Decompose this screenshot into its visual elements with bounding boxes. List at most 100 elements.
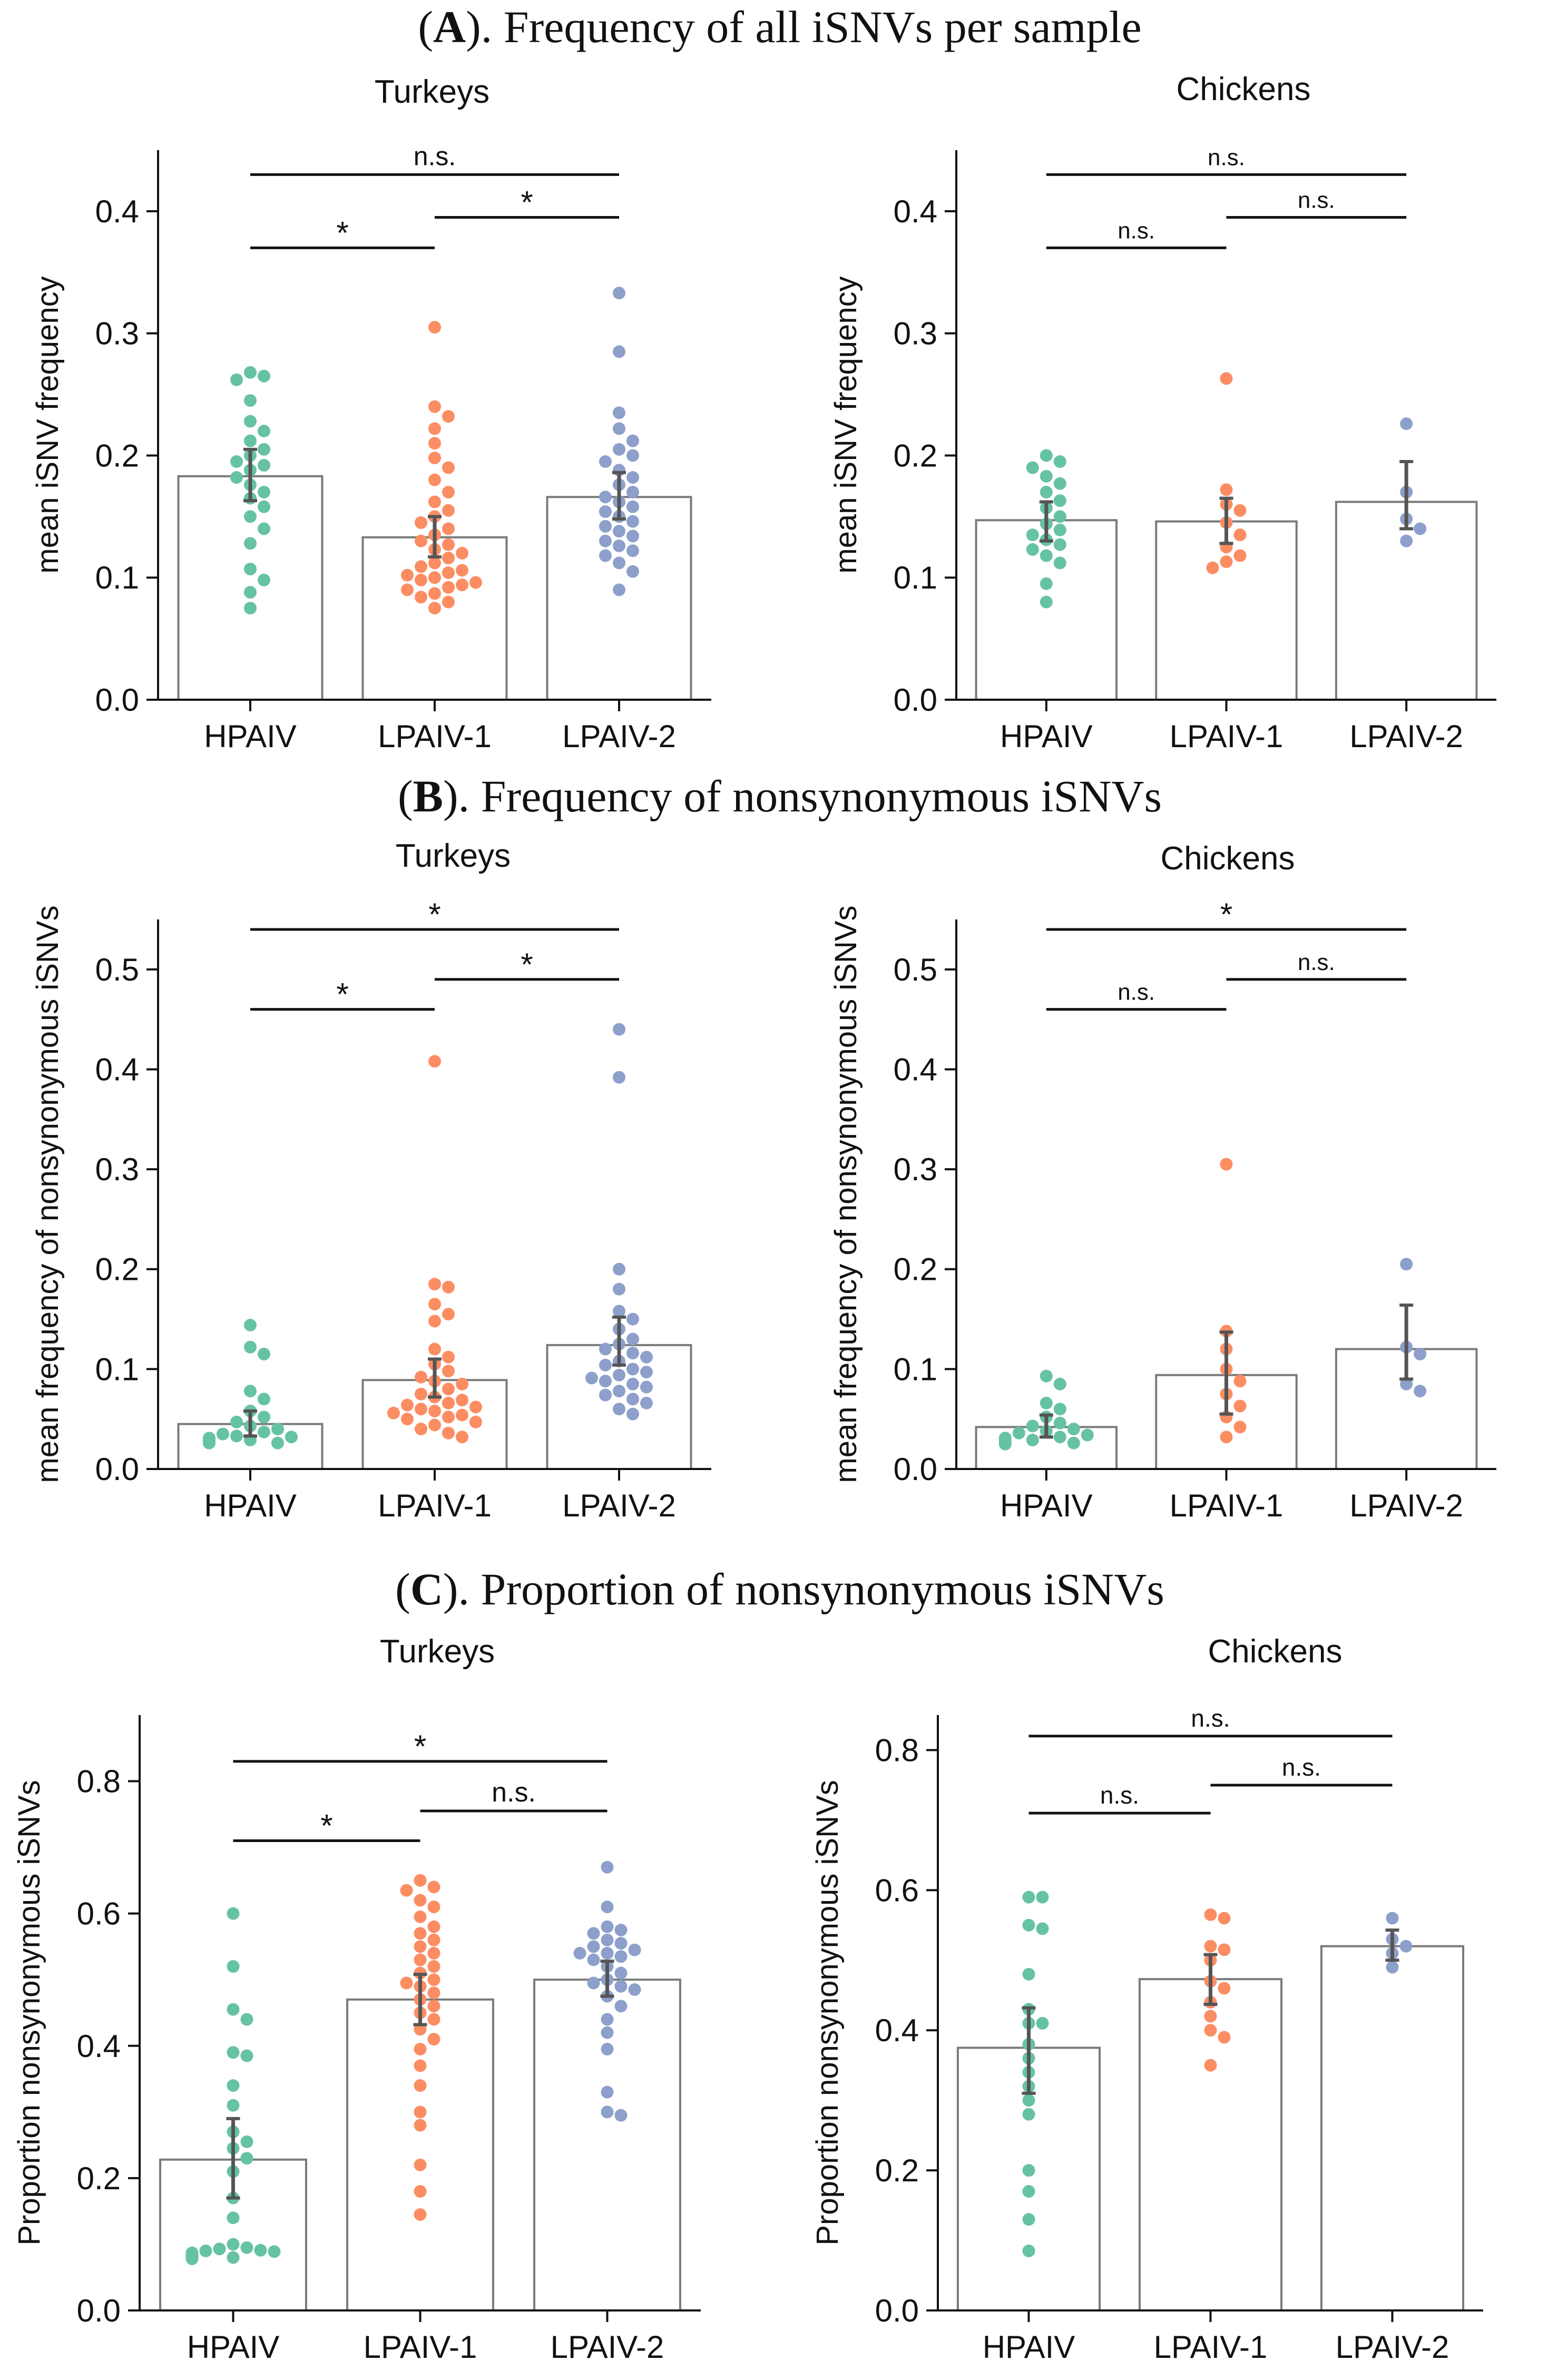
data-point-hpaiv: [258, 425, 270, 438]
data-point-lpaiv-2: [626, 1347, 639, 1360]
data-point-lpaiv-1: [414, 1940, 427, 1953]
data-point-lpaiv-2: [599, 520, 612, 533]
data-point-lpaiv-2: [626, 1333, 639, 1346]
x-tick-label-lpaiv-1: LPAIV-1: [1170, 1488, 1283, 1523]
section-title-b: (B). Frequency of nonsynonymous iSNVs: [398, 771, 1162, 821]
x-tick-label-lpaiv-2: LPAIV-2: [551, 2329, 664, 2365]
data-point-hpaiv: [244, 434, 257, 447]
y-tick-label: 0.2: [894, 1252, 937, 1287]
data-point-hpaiv: [271, 1423, 284, 1436]
data-point-lpaiv-1: [1206, 561, 1219, 574]
data-point-lpaiv-1: [428, 1315, 441, 1328]
significance-label: *: [521, 947, 533, 982]
data-point-lpaiv-1: [415, 591, 427, 604]
data-point-hpaiv: [258, 1347, 270, 1360]
data-point-lpaiv-1: [414, 2208, 427, 2221]
data-point-lpaiv-1: [1233, 1375, 1247, 1388]
data-point-lpaiv-2: [601, 2026, 614, 2039]
data-point-lpaiv-2: [601, 2013, 614, 2026]
data-point-lpaiv-1: [456, 579, 468, 592]
data-point-lpaiv-1: [401, 569, 414, 582]
x-tick-label-hpaiv: HPAIV: [983, 2329, 1075, 2365]
data-point-lpaiv-2: [613, 1262, 625, 1276]
data-point-lpaiv-2: [613, 583, 625, 596]
y-axis-label: Proportion nonsynonymous iSNVs: [810, 1780, 845, 2245]
x-tick-label-lpaiv-1: LPAIV-1: [378, 1488, 492, 1523]
y-tick-label: 0.4: [894, 1052, 937, 1087]
x-tick-label-lpaiv-2: LPAIV-2: [1336, 2329, 1449, 2365]
panel-title: Turkeys: [380, 1633, 495, 1670]
data-point-lpaiv-2: [601, 1920, 614, 1933]
data-point-lpaiv-1: [428, 1055, 441, 1068]
panel-title: Chickens: [1177, 71, 1311, 107]
data-point-lpaiv-1: [1233, 1399, 1247, 1413]
data-point-lpaiv-1: [1204, 1940, 1217, 1953]
x-tick-label-hpaiv: HPAIV: [1000, 719, 1093, 754]
data-point-hpaiv: [1067, 1436, 1080, 1449]
data-point-lpaiv-2: [599, 1388, 612, 1402]
data-point-lpaiv-1: [427, 1973, 440, 1986]
data-point-hpaiv: [1040, 449, 1053, 462]
data-point-lpaiv-1: [414, 1894, 427, 1907]
data-point-lpaiv-1: [427, 2033, 440, 2046]
y-tick-label: 0.3: [95, 1152, 139, 1187]
data-point-hpaiv: [1040, 1369, 1053, 1383]
data-point-lpaiv-2: [613, 345, 625, 358]
data-point-hpaiv: [1053, 1403, 1066, 1416]
section-titles: (A). Frequency of all iSNVs per sample(B…: [395, 2, 1164, 1614]
data-point-lpaiv-2: [626, 449, 639, 462]
significance-label: n.s.: [1191, 1705, 1230, 1732]
data-point-hpaiv: [227, 2251, 240, 2264]
data-point-lpaiv-2: [601, 1947, 614, 1960]
data-point-lpaiv-2: [614, 1950, 628, 1963]
data-point-lpaiv-1: [442, 538, 455, 551]
y-tick-label: 0.1: [95, 560, 139, 595]
data-point-lpaiv-2: [613, 443, 625, 456]
data-point-hpaiv: [1022, 2094, 1035, 2107]
data-point-lpaiv-1: [414, 1927, 427, 1940]
data-point-hpaiv: [258, 1411, 270, 1424]
data-point-lpaiv-2: [626, 1407, 639, 1421]
y-tick-label: 0.4: [95, 194, 139, 229]
bar-lpaiv-2: [1320, 1945, 1465, 2312]
data-point-hpaiv: [1026, 543, 1039, 556]
y-tick-label: 0.8: [77, 1764, 121, 1799]
data-point-lpaiv-1: [428, 571, 441, 584]
data-point-hpaiv: [240, 2135, 253, 2148]
significance-label: n.s.: [1118, 218, 1155, 243]
data-point-lpaiv-1: [427, 1960, 440, 1973]
significance-label: *: [1220, 897, 1232, 932]
chart-panels: Turkeys mean iSNV frequency 0.0 0.1 0.2 0.3 0.…: [12, 71, 1496, 2365]
significance-label: *: [336, 977, 348, 1012]
data-point-lpaiv-2: [1414, 522, 1427, 535]
data-point-hpaiv: [1053, 1416, 1066, 1429]
chart-panel-a-turkeys: Turkeys mean iSNV frequency 0.0 0.1 0.2 0.3 0.…: [31, 74, 711, 754]
data-point-lpaiv-2: [613, 1071, 625, 1084]
data-point-hpaiv: [227, 2046, 240, 2059]
data-point-hpaiv: [230, 455, 243, 468]
data-point-hpaiv: [1022, 1918, 1035, 1932]
y-tick-label: 0.2: [875, 2153, 919, 2188]
data-point-lpaiv-2: [613, 539, 625, 552]
data-point-lpaiv-2: [1400, 1258, 1413, 1271]
bar-hpaiv: [975, 519, 1118, 701]
data-point-hpaiv: [1040, 577, 1053, 590]
data-point-lpaiv-2: [614, 1980, 628, 1993]
data-point-lpaiv-2: [1386, 1961, 1399, 1974]
data-point-lpaiv-2: [599, 1343, 612, 1356]
data-point-lpaiv-1: [427, 1881, 440, 1894]
data-point-hpaiv: [185, 2252, 199, 2266]
data-point-lpaiv-1: [428, 321, 441, 334]
data-point-lpaiv-2: [585, 1372, 598, 1385]
data-point-lpaiv-1: [442, 595, 455, 609]
y-tick-label: 0.3: [894, 1152, 937, 1187]
data-point-lpaiv-2: [601, 2043, 614, 2056]
data-point-hpaiv: [254, 2244, 267, 2257]
panel-title: Turkeys: [375, 74, 489, 110]
data-point-hpaiv: [244, 562, 257, 575]
data-point-lpaiv-1: [387, 1406, 400, 1419]
y-tick-label: 0.6: [77, 1896, 121, 1932]
y-tick-label: 0.8: [875, 1732, 919, 1768]
data-point-lpaiv-2: [626, 1393, 639, 1406]
panel-title: Chickens: [1208, 1633, 1343, 1670]
